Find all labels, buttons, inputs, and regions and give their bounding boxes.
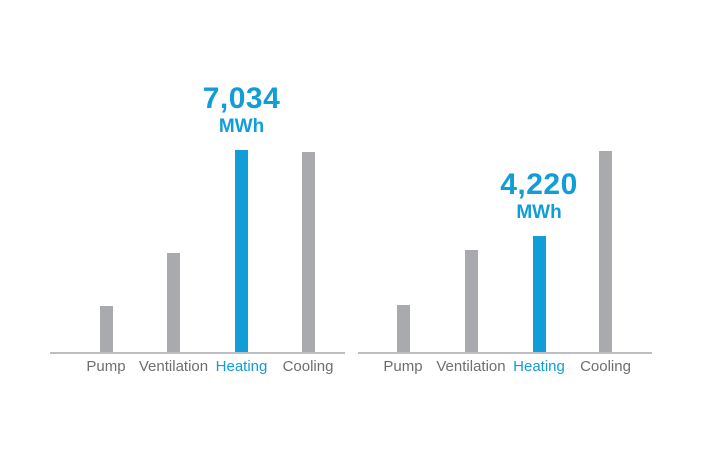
x-tick-label-pump: Pump [86,358,126,375]
bar-pump [99,306,113,352]
bar-cooling [599,151,612,352]
x-tick-label-cooling: Cooling [580,358,631,375]
x-tick-label-pump: Pump [383,358,423,375]
x-axis-line [358,352,652,354]
annotation-heating: 4,220 MWh [464,168,614,224]
x-tick-label-heating: Heating [513,358,565,375]
x-tick-label-ventilation: Ventilation [436,358,506,375]
annotation-value: 7,034 [202,82,281,115]
bar-cooling [301,152,315,352]
x-axis-line [50,352,345,354]
bar-pump [396,305,410,352]
annotation-unit: MWh [218,116,265,137]
annotation-heating: 7,034 MWh [167,82,317,138]
x-tick-label-cooling: Cooling [282,358,334,375]
x-tick-label-ventilation: Ventilation [138,358,209,375]
bar-ventilation [167,253,180,352]
x-tick-label-heating: Heating [215,358,268,375]
annotation-unit: MWh [516,202,562,223]
bar-ventilation [464,250,478,352]
annotation-value: 4,220 [500,168,578,201]
bar-heating [235,150,248,352]
bar-heating [532,236,546,352]
